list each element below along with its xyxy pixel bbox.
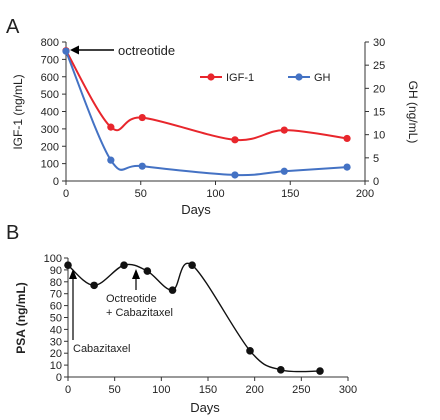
a-x-label: Days <box>181 202 211 217</box>
a-point-igf-1 <box>138 113 146 122</box>
b-x-tick-label: 250 <box>292 384 310 396</box>
b-point-psa <box>168 286 177 294</box>
b-annotation-octreotide-text-2: + Cabazitaxel <box>106 307 173 319</box>
a-right-tick-label: 15 <box>373 107 385 119</box>
a-left-tick-label: 200 <box>41 141 59 153</box>
a-legend: IGF-1 GH <box>200 72 331 84</box>
b-y-tick-label: 80 <box>50 277 62 289</box>
a-x-tick-label: 100 <box>206 188 224 200</box>
a-right-tick-label: 30 <box>373 37 385 49</box>
a-annotation-text: octreotide <box>118 43 175 58</box>
b-y-tick-label: 30 <box>50 336 62 348</box>
a-right-tick-label: 20 <box>373 83 385 95</box>
a-point-igf-1 <box>280 126 288 134</box>
b-x-tick-label: 100 <box>152 384 170 396</box>
b-point-psa <box>143 267 152 275</box>
b-point-psa <box>277 366 285 374</box>
b-annotation-cabazitaxel: Cabazitaxel <box>69 269 130 355</box>
a-right-axis: 0 5 10 15 20 25 30 <box>364 37 385 188</box>
a-right-tick-label: 5 <box>373 153 379 165</box>
a-y-left-label: IGF-1 (ng/mL) <box>11 74 25 149</box>
b-point-psa <box>188 261 196 269</box>
b-annotation-octreotide: Octreotide + Cabazitaxel <box>106 269 173 319</box>
a-legend-gh-marker <box>295 73 303 81</box>
a-legend-gh-label: GH <box>314 72 331 84</box>
b-x-axis: 0 50 100 150 200 250 300 <box>65 376 357 396</box>
a-legend-igf1-label: IGF-1 <box>226 72 254 84</box>
b-y-tick-label: 100 <box>44 253 62 265</box>
a-point-gh <box>231 171 239 179</box>
a-point-gh <box>62 47 70 55</box>
a-point-gh <box>107 156 115 164</box>
a-point-igf-1 <box>343 134 351 143</box>
b-y-tick-label: 20 <box>50 348 62 360</box>
a-left-tick-label: 600 <box>41 72 59 84</box>
a-x-axis: 0 50 100 150 200 <box>63 180 374 200</box>
b-x-label: Days <box>190 400 220 415</box>
a-point-igf-1 <box>231 136 239 144</box>
a-annotation-arrowhead <box>70 45 79 55</box>
b-point-psa <box>246 347 254 355</box>
b-annotation-cabazitaxel-text: Cabazitaxel <box>73 343 130 355</box>
a-x-tick-label: 150 <box>281 188 299 200</box>
a-left-axis: 0 100 200 300 400 500 600 700 800 <box>41 37 67 188</box>
a-right-tick-label: 10 <box>373 130 385 142</box>
b-y-tick-label: 60 <box>50 301 62 313</box>
panel-label-a: A <box>6 16 20 38</box>
a-point-gh <box>343 163 351 171</box>
b-point-psa <box>64 261 72 269</box>
a-legend-igf1-marker <box>207 73 215 81</box>
b-y-tick-label: 40 <box>50 324 62 336</box>
b-point-psa <box>120 261 128 269</box>
a-point-gh <box>280 167 288 175</box>
a-left-tick-label: 0 <box>53 176 59 188</box>
a-right-tick-label: 25 <box>373 60 385 72</box>
b-y-tick-label: 50 <box>50 313 62 325</box>
b-x-tick-label: 200 <box>245 384 263 396</box>
b-series-group <box>64 261 324 375</box>
b-point-psa <box>316 367 324 375</box>
b-annotation-cabazitaxel-arrowhead <box>69 269 77 279</box>
b-y-tick-label: 10 <box>50 360 62 372</box>
b-y-tick-label: 90 <box>50 265 62 277</box>
a-left-tick-label: 400 <box>41 107 59 119</box>
b-x-tick-label: 300 <box>339 384 357 396</box>
a-series-line-gh <box>65 50 348 177</box>
b-x-tick-label: 150 <box>199 384 217 396</box>
a-left-tick-label: 800 <box>41 37 59 49</box>
b-point-psa <box>90 281 98 290</box>
a-series-group <box>62 47 351 179</box>
a-left-tick-label: 300 <box>41 124 59 136</box>
b-y-label: PSA (ng/mL) <box>14 282 28 354</box>
a-x-tick-label: 50 <box>135 188 147 200</box>
a-x-tick-label: 0 <box>63 188 69 200</box>
a-annotation-octreotide: octreotide <box>70 43 175 58</box>
b-y-tick-label: 0 <box>56 372 62 384</box>
a-y-right-label: GH (ng/mL) <box>406 81 420 144</box>
a-x-tick-label: 200 <box>356 188 374 200</box>
a-point-igf-1 <box>107 123 115 131</box>
a-point-gh <box>138 162 146 170</box>
b-x-tick-label: 0 <box>65 384 71 396</box>
a-left-tick-label: 500 <box>41 89 59 101</box>
b-annotation-octreotide-text: Octreotide <box>106 293 157 305</box>
b-annotation-octreotide-arrowhead <box>132 269 140 279</box>
b-y-tick-label: 70 <box>50 289 62 301</box>
a-left-tick-label: 100 <box>41 159 59 171</box>
a-left-tick-label: 700 <box>41 54 59 66</box>
b-x-tick-label: 50 <box>109 384 121 396</box>
a-right-tick-label: 0 <box>373 176 379 188</box>
panel-label-b: B <box>6 222 19 244</box>
